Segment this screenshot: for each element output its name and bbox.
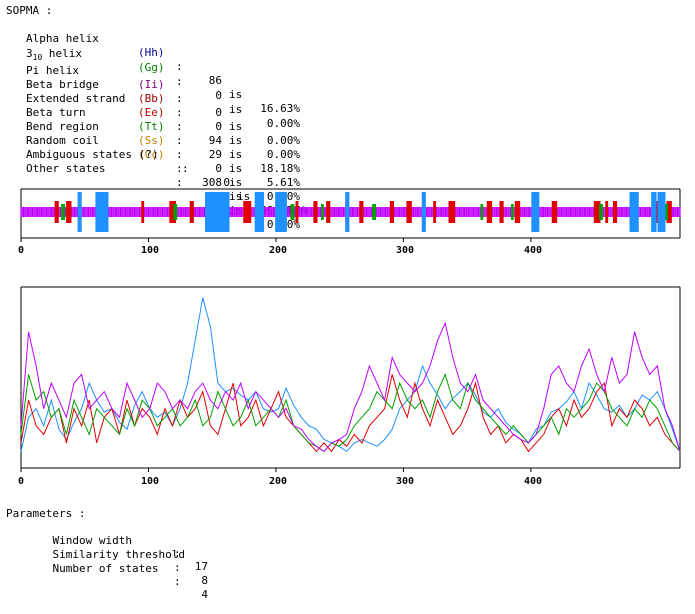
plot-series-line-1 <box>20 374 681 453</box>
state-code: (Hh) <box>138 46 165 59</box>
track-tick-label: 100 <box>141 245 160 256</box>
track-tick-label: 200 <box>269 245 288 256</box>
plot-series-line-2 <box>20 373 681 453</box>
state-colon: : <box>182 162 189 175</box>
param-colon: : <box>174 575 181 588</box>
param-label: Number of states <box>52 562 159 575</box>
state-name: Beta bridge <box>26 78 99 91</box>
state-count: 94 <box>208 134 222 147</box>
state-name: Ambiguous states (?) <box>26 148 159 161</box>
state-code: (Cc) <box>138 148 165 161</box>
param-number-of-states: Number of states : 4 <box>26 549 226 601</box>
state-code: (Ii) <box>138 78 165 91</box>
track-tick-label: 300 <box>396 245 415 256</box>
state-name: Beta turn <box>26 106 86 119</box>
state-is: is <box>237 190 251 203</box>
plot-tick-label: 100 <box>141 476 160 487</box>
state-count: 0 <box>215 106 222 119</box>
state-is: is <box>229 120 243 133</box>
state-colon: : <box>176 75 183 88</box>
state-colon: : <box>176 92 183 105</box>
state-code: (Gg) <box>138 61 165 74</box>
secondary-structure-track <box>20 188 681 472</box>
state-name-suffix: helix <box>42 47 83 60</box>
plot-tick-label: 400 <box>524 476 543 487</box>
track-tick-label: 0 <box>18 245 25 256</box>
plot-series-line-3 <box>20 321 681 453</box>
state-pct: 0.00% <box>266 148 300 161</box>
state-code: (Ee) <box>138 106 165 119</box>
param-label: Window width <box>52 534 132 547</box>
state-row-bend-region: Bend region (Ss) : 0 is 0.00% <box>26 106 300 203</box>
param-similarity-threshold: Similarity threshold : 8 <box>26 535 226 587</box>
state-row-pi-helix: Pi helix (Ii) : 0 is 0.00% <box>26 50 300 147</box>
plot-tick-label: 200 <box>269 476 288 487</box>
state-pct: 18.18% <box>260 162 300 175</box>
state-count: 29 <box>208 148 222 161</box>
state-count: 0 <box>223 176 230 189</box>
state-colon: : <box>176 162 183 175</box>
state-name: Pi helix <box>26 64 79 77</box>
state-colon: : <box>176 60 183 73</box>
state-name-subscript: 10 <box>32 53 43 63</box>
state-pct: 5.61% <box>266 176 300 189</box>
state-is: is <box>229 103 243 116</box>
param-value: 8 <box>201 574 208 587</box>
sopma-title: SOPMA : <box>6 4 53 17</box>
state-name: 310 helix <box>26 47 82 65</box>
state-name: Extended strand <box>26 92 126 105</box>
plot-tick-label: 0 <box>18 476 25 487</box>
state-row-beta-bridge: Beta bridge (Bb) : 0 is 0.00% <box>26 64 300 161</box>
track-tick-label: 400 <box>524 245 543 256</box>
param-label: Similarity threshold <box>52 548 185 561</box>
parameters-title: Parameters : <box>6 507 86 520</box>
state-is: is <box>229 148 243 161</box>
state-is: is <box>229 190 243 203</box>
state-row-ambiguous: Ambiguous states (?) : 0 is 0.00% <box>26 134 308 217</box>
plot-tick-label: 300 <box>396 476 415 487</box>
state-code: (Bb) <box>138 92 165 105</box>
state-is: is <box>229 162 243 175</box>
state-colon: : <box>176 148 183 161</box>
state-count: 0 <box>215 89 222 102</box>
state-name-prefix: 3 <box>26 47 33 60</box>
state-code: (Ss) <box>138 134 165 147</box>
state-name: Bend region <box>26 120 99 133</box>
param-colon: : <box>174 547 181 560</box>
state-colon: : <box>176 134 183 147</box>
param-value: 4 <box>201 588 208 601</box>
state-row-extended-strand: Extended strand (Ee) : 94 is 18.18% <box>26 78 300 175</box>
state-count: 86 <box>208 74 222 87</box>
state-row-beta-turn: Beta turn (Tt) : 29 is 5.61% <box>26 92 300 189</box>
state-name: Alpha helix <box>26 32 99 45</box>
state-count: 0 <box>215 162 222 175</box>
state-count: 0 <box>215 120 222 133</box>
state-colon: : <box>176 106 183 119</box>
state-row-alpha-helix: Alpha helix (Hh) : 86 is 16.63% <box>26 18 300 115</box>
state-pct: 16.63% <box>260 102 300 115</box>
state-colon: : <box>176 176 183 189</box>
state-code: (Tt) <box>138 120 165 133</box>
state-is: is <box>229 176 243 189</box>
state-name: Other states <box>26 162 106 175</box>
param-window-width: Window width : 17 <box>26 521 226 573</box>
state-name: Random coil <box>26 134 99 147</box>
state-is: is <box>229 88 243 101</box>
state-pct: 0.00% <box>266 117 300 130</box>
state-row-310-helix: 310 helix (Gg) : 0 is 0.00% <box>26 33 300 130</box>
state-pct: 0.00% <box>266 134 300 147</box>
state-count: 308 <box>202 176 222 189</box>
state-colon: : <box>176 120 183 133</box>
state-is: is <box>229 134 243 147</box>
plot-series-line-0 <box>20 297 681 453</box>
